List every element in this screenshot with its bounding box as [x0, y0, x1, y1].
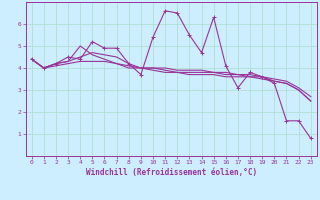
X-axis label: Windchill (Refroidissement éolien,°C): Windchill (Refroidissement éolien,°C) — [86, 168, 257, 177]
